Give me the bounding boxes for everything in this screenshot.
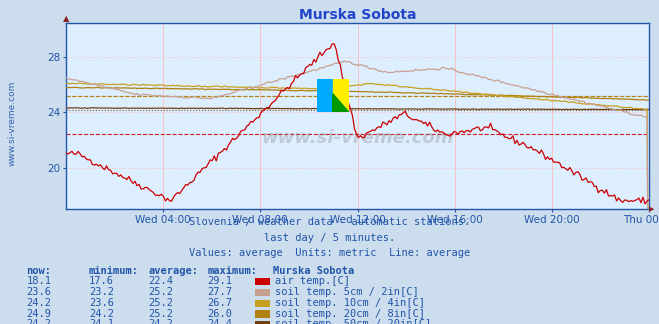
Text: minimum:: minimum:	[89, 266, 139, 276]
Text: 25.2: 25.2	[148, 287, 173, 297]
Text: Murska Sobota: Murska Sobota	[273, 266, 355, 276]
Bar	[333, 79, 349, 112]
Text: soil temp. 20cm / 8in[C]: soil temp. 20cm / 8in[C]	[275, 308, 425, 318]
Text: Slovenia / weather data - automatic stations.: Slovenia / weather data - automatic stat…	[189, 217, 470, 227]
Text: last day / 5 minutes.: last day / 5 minutes.	[264, 233, 395, 243]
Text: 27.7: 27.7	[208, 287, 233, 297]
Bar	[317, 79, 333, 112]
Text: 26.0: 26.0	[208, 308, 233, 318]
Text: 24.2: 24.2	[26, 298, 51, 308]
Text: 29.1: 29.1	[208, 276, 233, 286]
Text: air temp.[C]: air temp.[C]	[275, 276, 350, 286]
Text: 22.4: 22.4	[148, 276, 173, 286]
Text: 24.4: 24.4	[208, 319, 233, 324]
Text: 23.2: 23.2	[89, 287, 114, 297]
Text: 23.6: 23.6	[89, 298, 114, 308]
Text: 26.7: 26.7	[208, 298, 233, 308]
Text: average:: average:	[148, 266, 198, 276]
Text: 24.2: 24.2	[26, 319, 51, 324]
Text: Values: average  Units: metric  Line: average: Values: average Units: metric Line: aver…	[189, 248, 470, 258]
Text: 17.6: 17.6	[89, 276, 114, 286]
Text: www.si-vreme.com: www.si-vreme.com	[261, 129, 454, 147]
Text: ▶: ▶	[649, 206, 654, 212]
Text: soil temp. 10cm / 4in[C]: soil temp. 10cm / 4in[C]	[275, 298, 425, 308]
Text: 25.2: 25.2	[148, 308, 173, 318]
Text: 25.2: 25.2	[148, 298, 173, 308]
Text: now:: now:	[26, 266, 51, 276]
Polygon shape	[333, 94, 349, 112]
Text: 24.1: 24.1	[89, 319, 114, 324]
Text: 23.6: 23.6	[26, 287, 51, 297]
Text: 24.9: 24.9	[26, 308, 51, 318]
Text: 24.2: 24.2	[148, 319, 173, 324]
Text: www.si-vreme.com: www.si-vreme.com	[8, 80, 17, 166]
Text: 18.1: 18.1	[26, 276, 51, 286]
Text: maximum:: maximum:	[208, 266, 258, 276]
Text: ▲: ▲	[63, 14, 69, 23]
Text: 24.2: 24.2	[89, 308, 114, 318]
Text: soil temp. 50cm / 20in[C]: soil temp. 50cm / 20in[C]	[275, 319, 431, 324]
Text: soil temp. 5cm / 2in[C]: soil temp. 5cm / 2in[C]	[275, 287, 418, 297]
Title: Murska Sobota: Murska Sobota	[299, 7, 416, 21]
